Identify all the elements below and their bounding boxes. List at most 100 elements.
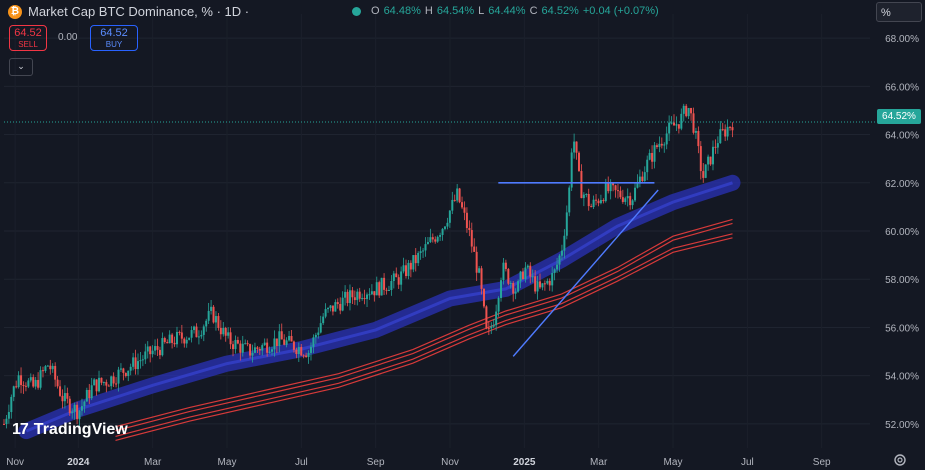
- candle-body: [232, 344, 235, 350]
- candle-body: [541, 283, 544, 288]
- candle-body: [222, 327, 225, 335]
- candle-body: [105, 382, 108, 386]
- candle-body: [285, 340, 288, 345]
- chart-legend[interactable]: ₿ Market Cap BTC Dominance, % · 1D ·: [8, 4, 249, 19]
- candle-body: [619, 190, 622, 198]
- candle-body: [573, 141, 576, 153]
- close-label: C: [529, 5, 538, 17]
- candle-body: [37, 379, 40, 388]
- scale-mode-toggle[interactable]: %: [876, 2, 922, 22]
- candle-body: [534, 276, 537, 292]
- candle-body: [473, 246, 476, 252]
- candle-body: [690, 108, 693, 114]
- candle-body: [80, 406, 83, 411]
- candle-body: [236, 339, 239, 344]
- candle-body: [458, 188, 461, 203]
- candle-body: [314, 334, 317, 338]
- buy-label: BUY: [105, 40, 123, 49]
- candle-body: [146, 346, 149, 352]
- candle-body: [171, 334, 174, 343]
- candle-body: [358, 291, 361, 299]
- candle-body: [380, 277, 383, 296]
- sell-button[interactable]: 64.52 SELL: [9, 25, 47, 51]
- candle-body: [32, 377, 35, 387]
- x-tick-label: May: [664, 457, 683, 468]
- candle-body: [595, 199, 598, 201]
- candle-body: [405, 265, 408, 277]
- candle-body: [599, 200, 602, 204]
- chevron-down-icon[interactable]: ⌄: [9, 58, 33, 76]
- candle-body: [158, 349, 161, 356]
- candle-body: [278, 331, 281, 346]
- candle-body: [76, 404, 79, 420]
- candle-body: [39, 370, 42, 388]
- symbol-title[interactable]: Market Cap BTC Dominance, % · 1D ·: [28, 4, 250, 19]
- candle-body: [390, 280, 393, 291]
- x-tick-label: Jul: [295, 457, 308, 468]
- candle-body: [17, 375, 20, 388]
- candle-body: [3, 423, 5, 425]
- candle-body: [90, 385, 93, 399]
- candle-body: [526, 265, 529, 268]
- candle-body: [98, 377, 101, 392]
- candle-body: [85, 389, 88, 402]
- candle-body: [29, 377, 32, 381]
- candle-body: [341, 297, 344, 311]
- y-axis[interactable]: 52.00% 54.00% 56.00% 58.00% 60.00% 62.00% 64.0…: [885, 34, 919, 431]
- y-tick-label: 56.00%: [885, 323, 919, 334]
- candle-body: [22, 385, 25, 387]
- drawing-annotations[interactable]: [4, 121, 875, 357]
- candle-body: [697, 130, 700, 147]
- candle-body: [178, 331, 181, 333]
- candle-body: [441, 228, 444, 235]
- candle-body: [668, 122, 671, 134]
- candle-body: [424, 244, 427, 251]
- candle-body: [568, 187, 571, 213]
- candle-body: [675, 124, 678, 126]
- buy-button[interactable]: 64.52 BUY: [90, 25, 138, 51]
- gear-icon[interactable]: [893, 453, 907, 467]
- x-tick-label: Jul: [741, 457, 754, 468]
- candle-body: [546, 280, 549, 284]
- tradingview-logo[interactable]: 17 TradingView: [12, 421, 128, 439]
- candle-body: [480, 268, 483, 289]
- candle-body: [368, 294, 371, 296]
- spread-value: 0.00: [58, 32, 78, 43]
- blue-moving-average-band: [18, 174, 741, 440]
- candle-body: [731, 127, 734, 131]
- candle-body: [266, 342, 269, 353]
- candle-body: [300, 346, 303, 356]
- candle-body: [317, 332, 320, 335]
- candle-body: [322, 316, 325, 324]
- candle-body: [68, 398, 71, 413]
- candle-body: [451, 199, 454, 211]
- candle-body: [297, 346, 300, 355]
- open-label: O: [371, 5, 380, 17]
- candle-body: [597, 200, 600, 204]
- candle-body: [41, 370, 44, 372]
- candle-body: [558, 255, 561, 265]
- candle-body: [592, 199, 595, 207]
- candle-body: [463, 207, 466, 213]
- candle-body: [163, 338, 166, 343]
- candle-body: [351, 290, 354, 298]
- candle-body: [507, 268, 510, 284]
- candle-body: [375, 282, 378, 296]
- candle-body: [124, 372, 127, 377]
- candle-body: [134, 357, 137, 370]
- candle-body: [699, 146, 702, 172]
- candle-body: [490, 326, 493, 329]
- candle-body: [249, 344, 252, 356]
- candle-body: [227, 332, 230, 336]
- candle-body: [290, 335, 293, 342]
- candle-body: [660, 143, 663, 146]
- candle-body: [202, 326, 205, 335]
- candle-body: [536, 281, 539, 292]
- candle-body: [197, 336, 200, 338]
- x-axis[interactable]: Nov 2024 Mar May Jul Sep Nov 2025 Mar May Jul Sep: [6, 457, 831, 468]
- candle-body: [348, 290, 351, 304]
- candle-body: [456, 188, 459, 201]
- candle-body: [407, 262, 410, 277]
- candle-body: [521, 271, 524, 279]
